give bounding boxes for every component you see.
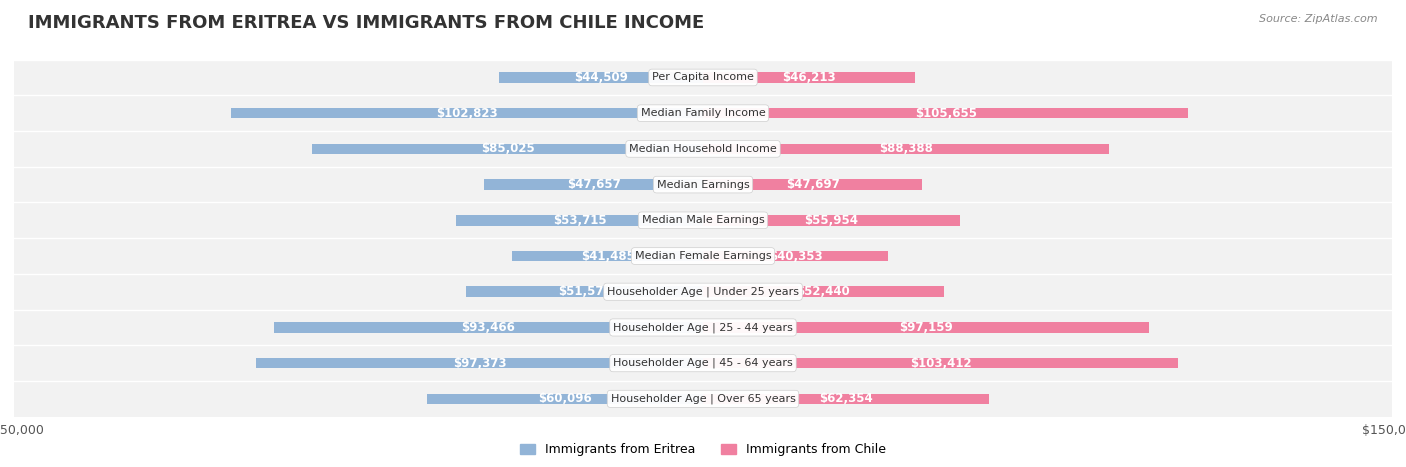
Text: $105,655: $105,655 <box>915 106 977 120</box>
Text: Median Female Earnings: Median Female Earnings <box>634 251 772 261</box>
Text: Median Earnings: Median Earnings <box>657 180 749 190</box>
Bar <box>14 310 1392 345</box>
Bar <box>14 95 1392 131</box>
Text: $93,466: $93,466 <box>461 321 515 334</box>
Bar <box>14 131 1392 167</box>
Text: Per Capita Income: Per Capita Income <box>652 72 754 83</box>
Bar <box>703 358 1178 368</box>
Bar <box>427 394 703 404</box>
Text: $85,025: $85,025 <box>481 142 534 156</box>
Bar <box>14 238 1392 274</box>
Text: $47,697: $47,697 <box>786 178 839 191</box>
Bar <box>14 60 1392 95</box>
Bar <box>703 179 922 190</box>
Bar <box>14 274 1392 310</box>
Text: $47,657: $47,657 <box>567 178 620 191</box>
Bar <box>457 215 703 226</box>
Bar <box>14 381 1392 417</box>
Text: $97,159: $97,159 <box>900 321 953 334</box>
Text: $52,440: $52,440 <box>797 285 851 298</box>
Text: $60,096: $60,096 <box>538 392 592 405</box>
Bar <box>703 143 1109 154</box>
Text: $44,509: $44,509 <box>574 71 627 84</box>
Text: $55,954: $55,954 <box>804 214 859 227</box>
Text: Median Male Earnings: Median Male Earnings <box>641 215 765 225</box>
Text: $62,354: $62,354 <box>820 392 873 405</box>
Text: $53,715: $53,715 <box>553 214 606 227</box>
Bar <box>14 203 1392 238</box>
Bar <box>703 322 1149 333</box>
Text: $97,373: $97,373 <box>453 357 506 370</box>
Bar <box>231 108 703 119</box>
Bar <box>274 322 703 333</box>
Bar <box>467 286 703 297</box>
Bar <box>703 394 990 404</box>
Text: $46,213: $46,213 <box>782 71 837 84</box>
Bar <box>14 345 1392 381</box>
Text: Householder Age | 45 - 64 years: Householder Age | 45 - 64 years <box>613 358 793 368</box>
Text: Median Family Income: Median Family Income <box>641 108 765 118</box>
Bar <box>703 72 915 83</box>
Bar <box>703 108 1188 119</box>
Text: $40,353: $40,353 <box>769 249 823 262</box>
Text: IMMIGRANTS FROM ERITREA VS IMMIGRANTS FROM CHILE INCOME: IMMIGRANTS FROM ERITREA VS IMMIGRANTS FR… <box>28 14 704 32</box>
Bar <box>512 251 703 262</box>
Bar <box>703 286 943 297</box>
Text: $41,485: $41,485 <box>581 249 634 262</box>
Text: Median Household Income: Median Household Income <box>628 144 778 154</box>
Text: Householder Age | Over 65 years: Householder Age | Over 65 years <box>610 394 796 404</box>
Text: Householder Age | Under 25 years: Householder Age | Under 25 years <box>607 286 799 297</box>
Text: $103,412: $103,412 <box>910 357 972 370</box>
Text: Source: ZipAtlas.com: Source: ZipAtlas.com <box>1260 14 1378 24</box>
Legend: Immigrants from Eritrea, Immigrants from Chile: Immigrants from Eritrea, Immigrants from… <box>516 439 890 461</box>
Bar <box>484 179 703 190</box>
Text: $51,574: $51,574 <box>558 285 612 298</box>
Bar <box>703 215 960 226</box>
Text: Householder Age | 25 - 44 years: Householder Age | 25 - 44 years <box>613 322 793 333</box>
Bar <box>703 251 889 262</box>
Bar <box>256 358 703 368</box>
Bar <box>14 167 1392 203</box>
Bar <box>499 72 703 83</box>
Text: $102,823: $102,823 <box>436 106 498 120</box>
Bar <box>312 143 703 154</box>
Text: $88,388: $88,388 <box>879 142 934 156</box>
